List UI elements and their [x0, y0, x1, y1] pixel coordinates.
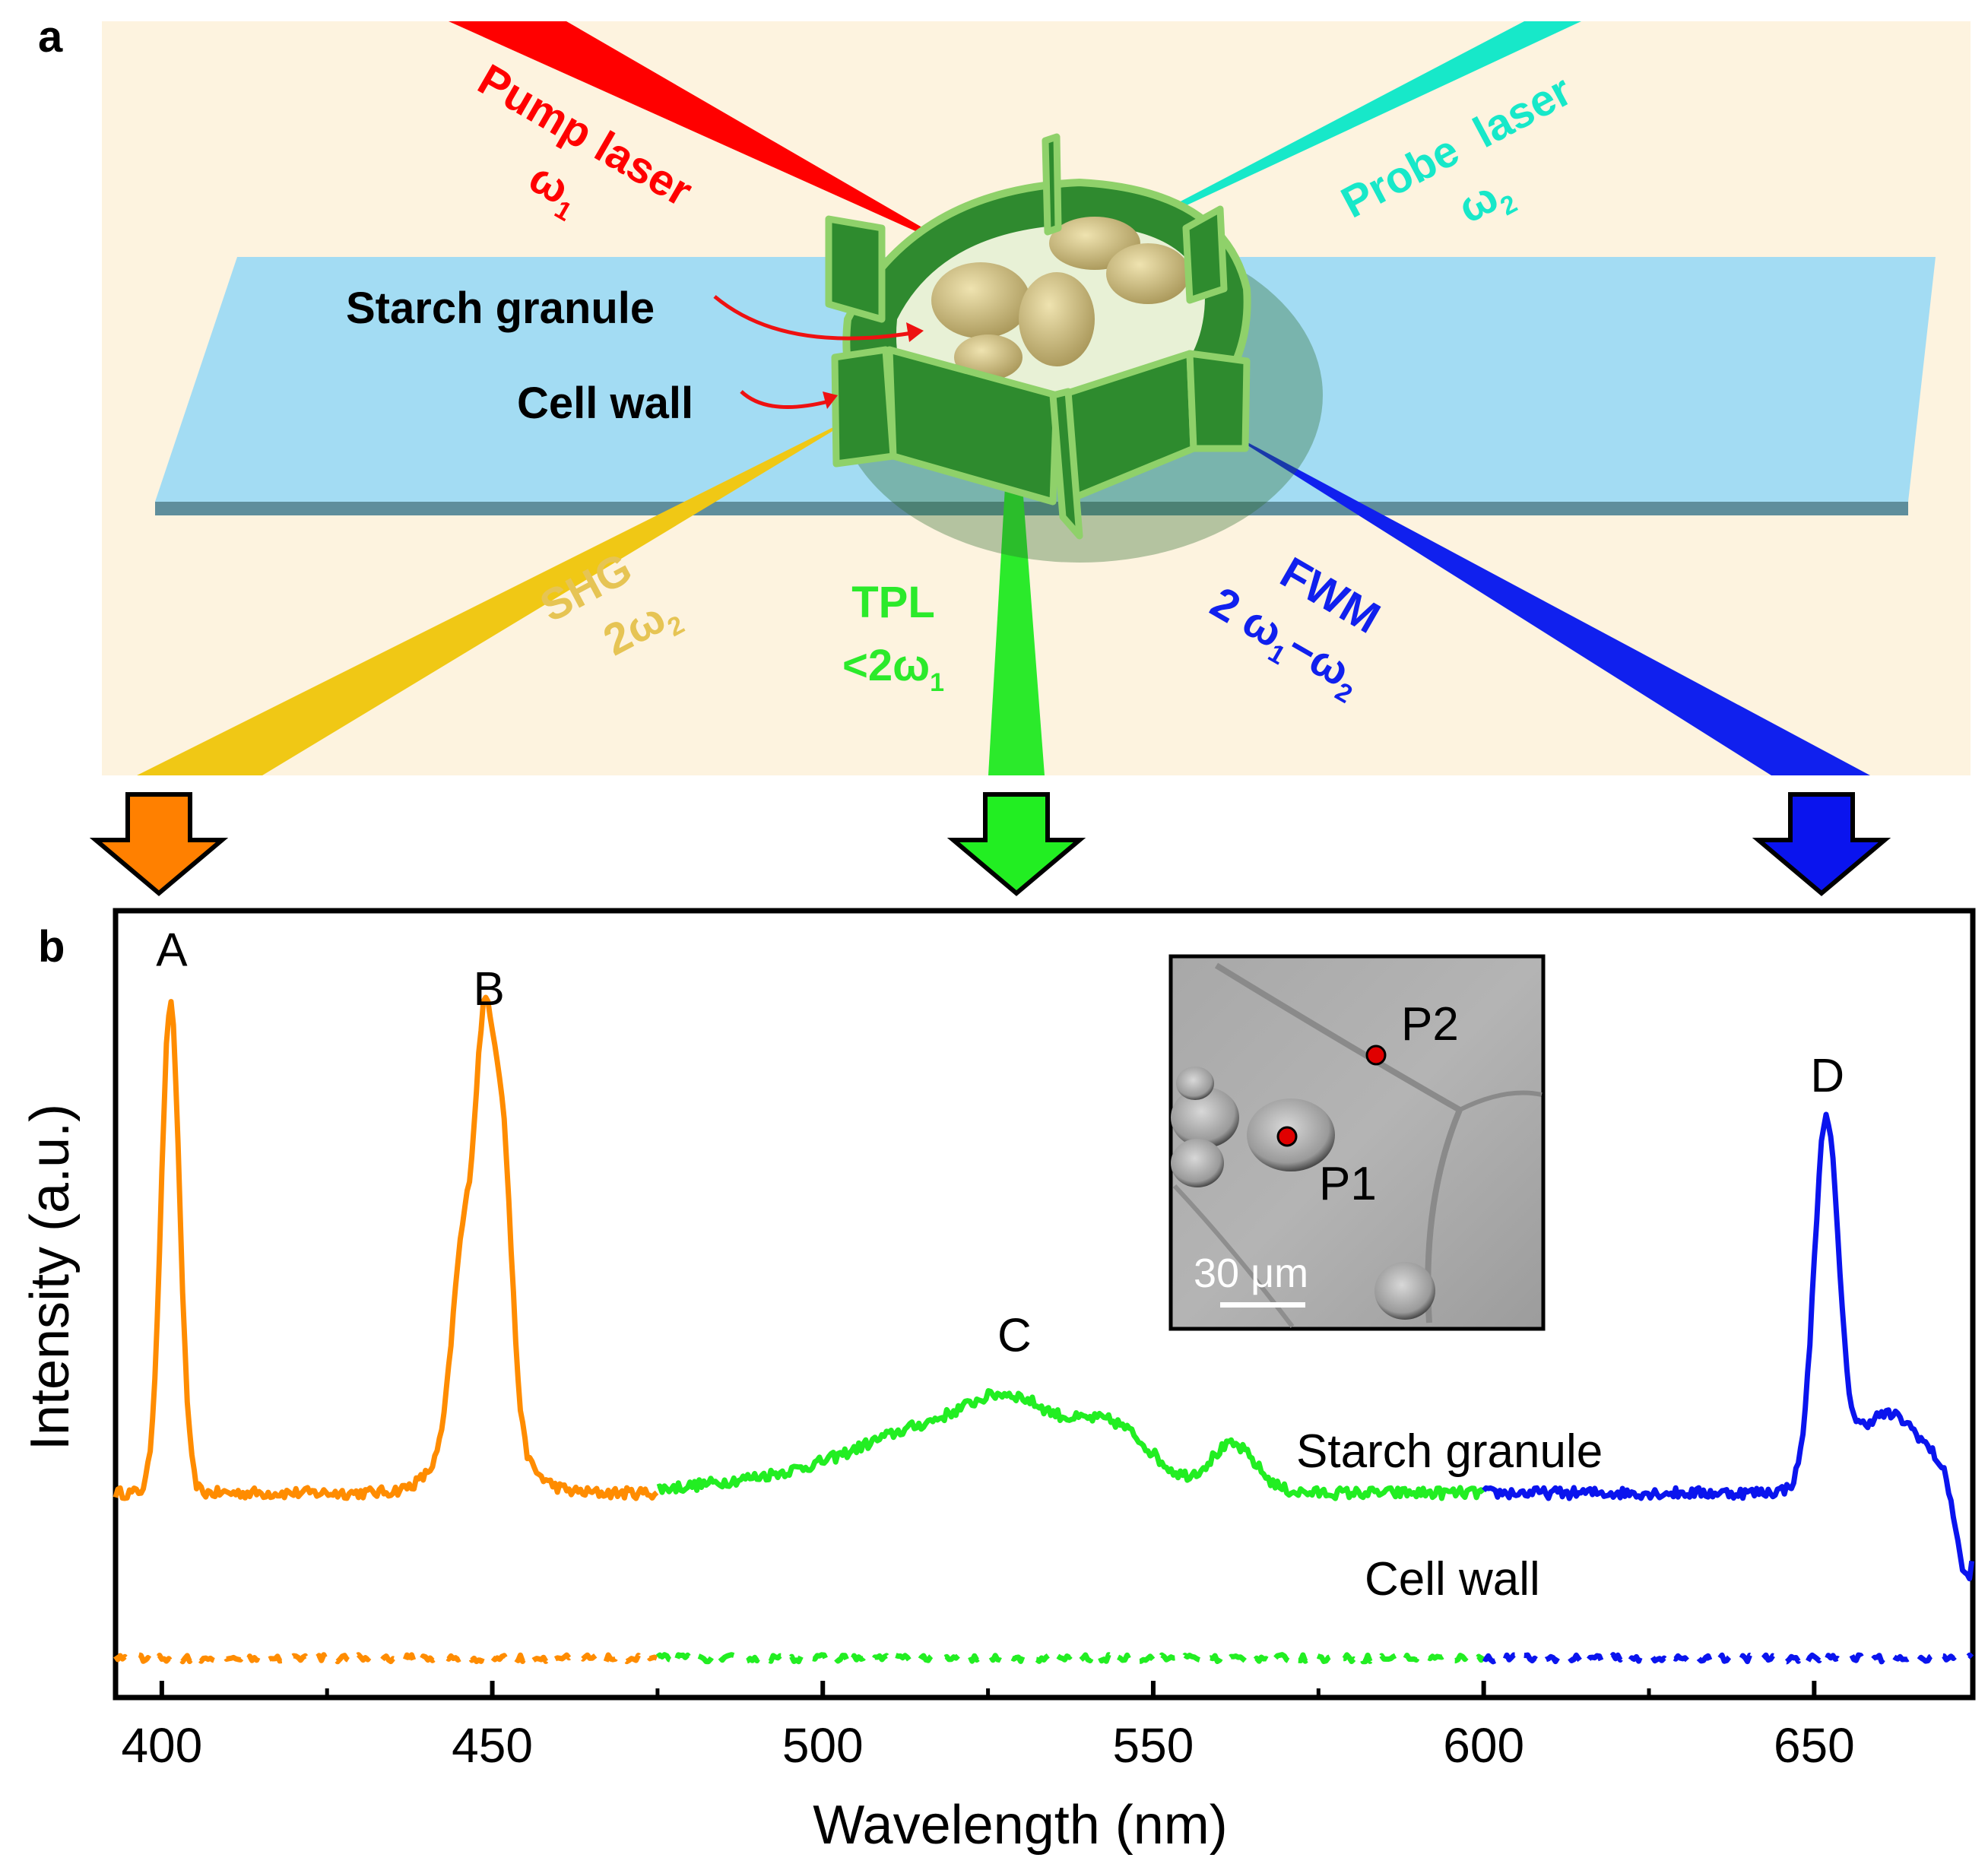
- down-arrow-left: [89, 792, 229, 896]
- x-axis-label: Wavelength (nm): [813, 1795, 1228, 1856]
- cellwall-trace-segment: [113, 1652, 658, 1665]
- panel-a: a Pump laser ω1 Probe laser ω2 Starch gr…: [38, 12, 1971, 775]
- starch-trace-label: Starch granule: [1296, 1425, 1603, 1478]
- inset-micrograph: P1 P2 30 μm: [1168, 954, 1546, 1331]
- y-axis-label: Intensity (a.u.): [20, 1104, 81, 1450]
- inset-bubble-left-2: [1171, 1139, 1224, 1187]
- scale-bar-label: 30 μm: [1194, 1251, 1308, 1296]
- cell-wall-label: Cell wall: [517, 379, 693, 428]
- p2-marker: [1365, 1045, 1387, 1066]
- p2-label: P2: [1401, 998, 1459, 1051]
- x-ticks: 400 450 500 550 600 650: [121, 1681, 1855, 1773]
- tpl-omega-symbol: <2ω: [842, 641, 930, 690]
- x-tick-label: 450: [452, 1718, 533, 1773]
- wall-panel-back-top: [1042, 133, 1062, 236]
- plot-frame: [113, 908, 1976, 1701]
- wall-panel-left-front: [831, 346, 897, 468]
- panel-b-label: b: [38, 922, 65, 972]
- x-tick-label: 500: [782, 1718, 864, 1773]
- starch-granule-2: [1019, 272, 1095, 366]
- data-traces: [113, 994, 1975, 1665]
- tpl-omega: <2ω1: [842, 641, 944, 697]
- wall-panel-back-left: [825, 215, 886, 323]
- x-tick-label: 650: [1774, 1718, 1855, 1773]
- scale-bar: [1220, 1302, 1305, 1308]
- starch-granule-4: [1106, 243, 1190, 304]
- x-tick-label: 550: [1113, 1718, 1194, 1773]
- panel-a-label: a: [38, 12, 63, 62]
- inset-bubble-bottom: [1374, 1262, 1435, 1320]
- peak-labels: A B C D: [156, 924, 1844, 1362]
- wall-panel-front-left: [886, 346, 1061, 506]
- wall-panel-right: [1186, 350, 1251, 452]
- starch-trace-segment: [656, 1388, 1485, 1501]
- tpl-beam: [988, 487, 1045, 775]
- starch-granules: [931, 217, 1190, 380]
- shg-beam: [137, 411, 867, 775]
- starch-pointer-arrow: [713, 295, 913, 341]
- down-arrow-right: [1752, 792, 1891, 896]
- inset-cell-boundary-3: [1458, 1090, 1543, 1112]
- cellwall-pointer-arrow: [740, 390, 829, 409]
- p1-marker: [1276, 1126, 1298, 1147]
- cellwall-pointer-head: [823, 392, 838, 409]
- down-arrow-middle: [946, 792, 1086, 896]
- starch-trace-segment: [113, 994, 659, 1501]
- p1-label: P1: [1319, 1158, 1377, 1210]
- starch-pointer-head: [906, 322, 924, 342]
- cellwall-trace-label: Cell wall: [1365, 1553, 1540, 1606]
- inset-bubble-left-1: [1171, 1087, 1239, 1148]
- tpl-text: TPL: [851, 578, 935, 627]
- x-tick-label: 600: [1443, 1718, 1524, 1773]
- starch-granule-label: Starch granule: [346, 284, 655, 333]
- inset-cell-boundary-1: [1214, 962, 1461, 1113]
- starch-granule-1: [931, 262, 1030, 338]
- pump-beam: [449, 21, 973, 257]
- plant-cell: [825, 133, 1323, 563]
- peak-label-d: D: [1810, 1050, 1844, 1102]
- starch-trace-segment: [1482, 1111, 1975, 1582]
- glass-slab-edge: [155, 502, 1908, 515]
- cellwall-trace-segment: [655, 1652, 1486, 1665]
- panel-b: b 400 450 500 550 600 650 A B C D Starch granule…: [20, 908, 1976, 1856]
- x-tick-label: 400: [121, 1718, 202, 1773]
- inset-bubble-left-3: [1176, 1067, 1214, 1100]
- peak-label-a: A: [156, 924, 188, 976]
- peak-label-b: B: [474, 963, 505, 1016]
- inset-background: [1168, 954, 1546, 1331]
- fwm-beam: [1216, 426, 1870, 775]
- tpl-label: TPL <2ω1: [842, 578, 944, 697]
- cell-wall-panels: [825, 133, 1251, 540]
- tpl-omega-sub: 1: [930, 668, 944, 697]
- wall-panel-back-right: [1182, 205, 1228, 304]
- wall-panel-front-bottom: [1049, 388, 1083, 540]
- probe-beam: [1064, 21, 1581, 262]
- peak-label-c: C: [997, 1310, 1032, 1362]
- cellwall-trace-segment: [1482, 1652, 1974, 1665]
